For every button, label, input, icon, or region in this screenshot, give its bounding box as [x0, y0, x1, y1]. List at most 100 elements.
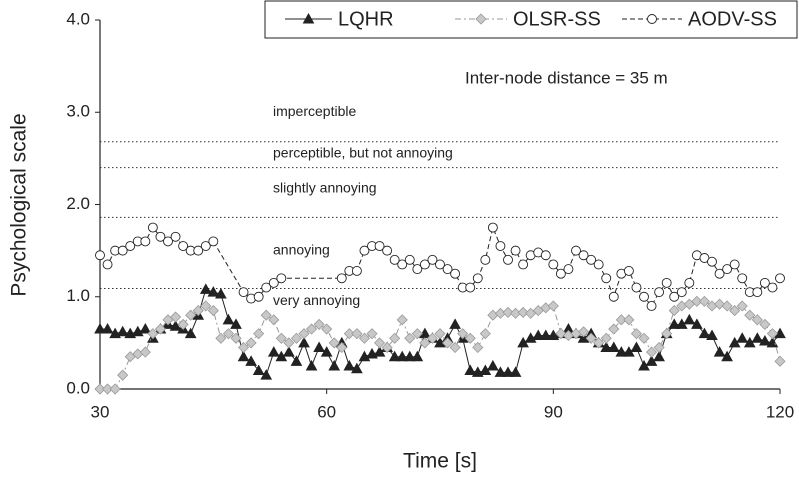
marker: [260, 369, 273, 380]
marker: [450, 268, 461, 279]
marker: [207, 286, 220, 297]
marker: [351, 265, 362, 276]
marker: [449, 318, 461, 329]
marker: [366, 328, 378, 340]
marker: [184, 327, 197, 339]
marker: [593, 337, 605, 349]
marker: [147, 328, 159, 340]
marker: [230, 318, 242, 329]
marker: [359, 245, 370, 256]
marker: [600, 332, 612, 344]
marker: [208, 236, 219, 247]
marker: [759, 318, 771, 330]
marker: [540, 250, 551, 261]
marker: [661, 328, 673, 340]
marker: [147, 222, 158, 233]
marker: [185, 309, 197, 321]
marker: [117, 245, 128, 256]
marker: [487, 222, 498, 233]
x-tick-label: 60: [317, 402, 336, 421]
marker: [698, 327, 711, 339]
marker: [396, 314, 408, 326]
marker: [131, 325, 144, 337]
marker: [661, 277, 672, 288]
marker: [298, 336, 310, 348]
marker: [691, 295, 703, 307]
marker: [283, 346, 295, 357]
marker: [653, 350, 665, 362]
region-label: slightly annoying: [273, 180, 377, 196]
marker: [668, 305, 680, 317]
marker: [192, 305, 204, 317]
marker: [472, 341, 484, 354]
marker: [298, 328, 310, 340]
marker: [200, 300, 212, 312]
marker: [94, 383, 106, 395]
marker: [411, 328, 423, 340]
marker: [495, 241, 506, 251]
marker: [503, 254, 513, 265]
x-tick-label: 30: [91, 402, 110, 421]
marker: [548, 259, 559, 270]
marker: [593, 259, 604, 270]
marker: [419, 337, 431, 349]
region-label: imperceptible: [273, 103, 356, 119]
marker: [744, 309, 756, 321]
marker: [230, 332, 242, 344]
marker: [623, 265, 634, 276]
marker: [427, 254, 438, 265]
marker: [630, 341, 643, 352]
marker: [615, 346, 628, 357]
marker: [207, 305, 219, 317]
marker: [465, 282, 476, 293]
marker: [736, 300, 748, 312]
marker: [555, 268, 566, 279]
marker: [654, 287, 665, 298]
marker: [608, 291, 619, 302]
marker: [623, 314, 635, 326]
marker: [305, 323, 318, 335]
marker: [328, 359, 341, 371]
marker: [547, 300, 559, 312]
marker: [601, 273, 612, 284]
marker: [215, 287, 227, 299]
marker: [494, 366, 507, 377]
x-tick-label: 90: [544, 402, 563, 421]
marker: [736, 332, 749, 343]
marker: [509, 366, 522, 377]
marker: [480, 254, 491, 265]
marker: [615, 314, 627, 326]
marker: [517, 306, 529, 318]
marker: [222, 313, 235, 325]
marker: [630, 328, 643, 340]
marker: [676, 287, 687, 298]
marker: [95, 250, 105, 261]
marker: [751, 332, 764, 343]
marker: [336, 341, 348, 354]
marker: [684, 277, 695, 288]
marker: [276, 273, 287, 284]
marker: [691, 318, 703, 329]
marker: [578, 250, 589, 261]
marker: [449, 341, 461, 354]
marker: [253, 328, 265, 340]
legend-label: OLSR-SS: [513, 8, 601, 30]
marker: [139, 323, 152, 334]
marker: [336, 273, 347, 284]
marker: [238, 287, 249, 298]
marker: [403, 350, 416, 362]
marker: [586, 254, 597, 265]
marker: [245, 355, 257, 366]
marker: [154, 323, 167, 335]
marker: [358, 350, 371, 362]
marker: [283, 337, 295, 349]
marker: [260, 309, 272, 321]
marker: [374, 241, 385, 251]
marker: [571, 245, 581, 256]
marker: [321, 323, 333, 335]
marker: [600, 341, 613, 352]
marker: [419, 259, 430, 270]
marker: [707, 256, 717, 267]
legend-marker: [302, 12, 315, 24]
